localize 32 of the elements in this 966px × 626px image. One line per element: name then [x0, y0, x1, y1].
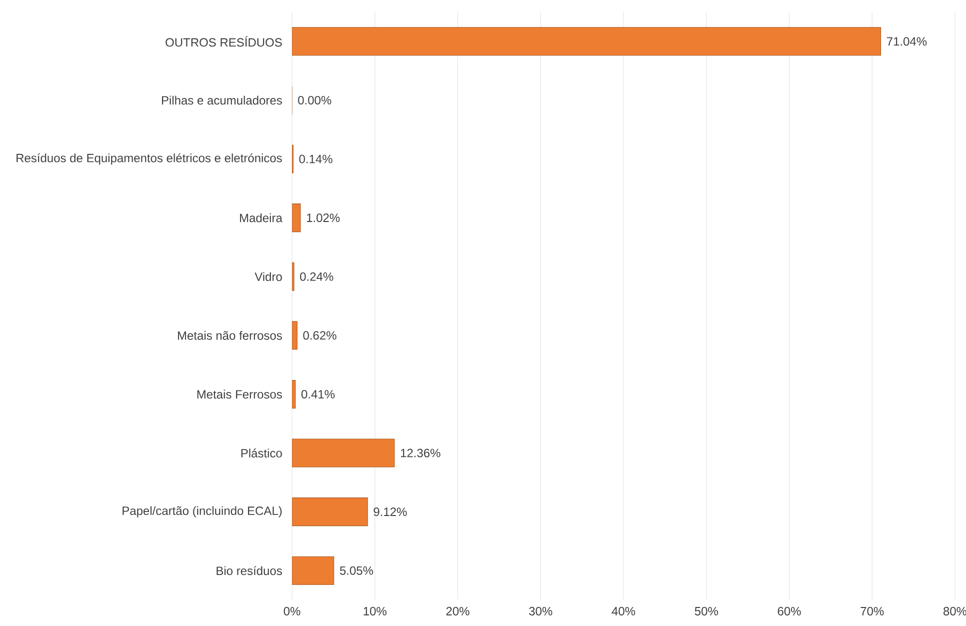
y-tick-label: Bio resíduos — [216, 566, 282, 576]
data-label: 1.02% — [306, 214, 340, 222]
data-label: 0.24% — [300, 272, 334, 281]
x-tick-label: 50% — [694, 606, 718, 616]
y-tick-label: Papel/cartão (incluindo ECAL) — [122, 506, 282, 518]
data-label: 0.00% — [298, 96, 332, 104]
bar — [292, 438, 395, 468]
y-tick-label: OUTROS RESÍDUOS — [166, 36, 282, 47]
x-tick-label: 20% — [446, 606, 470, 616]
y-tick-label: Resíduos de Equipamentos elétricos e eletrónicos — [16, 153, 282, 165]
y-tick-label: Plástico — [241, 448, 282, 458]
x-tick-label: 30% — [529, 606, 552, 616]
x-tick-label: 40% — [612, 606, 636, 616]
bar — [292, 27, 882, 56]
data-label: 71.04% — [886, 37, 927, 46]
y-tick-label: Vidro — [254, 272, 282, 282]
y-tick-label: Pilhas e acumuladores — [162, 96, 282, 105]
x-tick-label: 0% — [284, 606, 300, 616]
y-tick-label: Metais não ferrosos — [178, 331, 282, 340]
x-tick-label: 60% — [778, 606, 801, 616]
data-label: 0.41% — [301, 390, 335, 398]
y-tick-label: Madeira — [240, 213, 282, 222]
y-tick-label: Metais Ferrosos — [197, 390, 282, 399]
bar — [292, 498, 368, 526]
data-label: 0.62% — [303, 331, 336, 340]
x-tick-label: 10% — [364, 606, 386, 616]
data-label: 0.14% — [299, 154, 332, 164]
data-label: 12.36% — [400, 448, 440, 458]
data-label: 5.05% — [340, 566, 374, 575]
x-tick-label: 70% — [860, 606, 884, 616]
data-label: 9.12% — [374, 508, 407, 516]
bar — [292, 556, 334, 585]
